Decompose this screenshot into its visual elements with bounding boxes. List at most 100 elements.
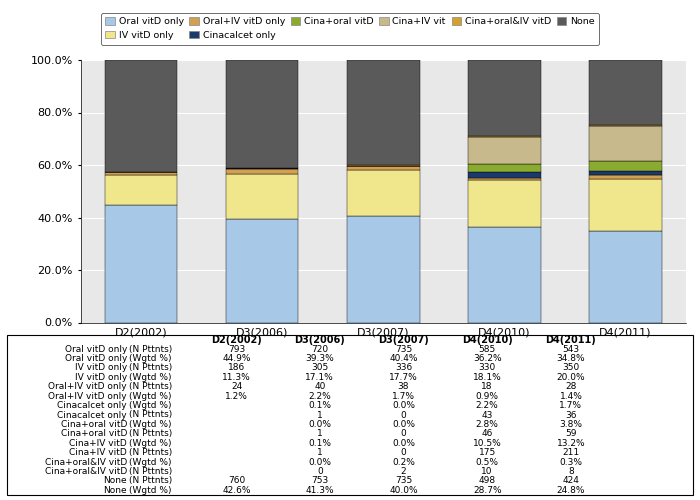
Text: (N Pttnts): (N Pttnts) (129, 364, 172, 372)
Text: D3(2006): D3(2006) (295, 334, 345, 344)
Text: 38: 38 (398, 382, 410, 392)
Text: 17.1%: 17.1% (305, 373, 334, 382)
Text: 0.0%: 0.0% (392, 438, 415, 448)
Bar (105, 204, 177, 322)
Bar (347, 165, 419, 166)
Bar (468, 172, 540, 178)
Text: 1: 1 (317, 410, 323, 420)
Bar (589, 231, 662, 322)
Bar (347, 166, 419, 170)
Text: 2.2%: 2.2% (309, 392, 331, 400)
Text: 186: 186 (228, 364, 246, 372)
Text: 1.7%: 1.7% (392, 392, 415, 400)
Bar (589, 178, 662, 231)
Text: 0.0%: 0.0% (392, 401, 415, 410)
Text: D2(2002): D2(2002) (211, 334, 262, 344)
Text: None: None (104, 486, 127, 495)
Text: Cina+oral&IV vitD: Cina+oral&IV vitD (45, 467, 127, 476)
Text: 0: 0 (400, 448, 407, 457)
Bar (589, 170, 662, 175)
Text: 40.4%: 40.4% (389, 354, 418, 363)
Bar (105, 60, 177, 172)
Text: Cina+IV vitD: Cina+IV vitD (69, 448, 127, 457)
Text: (Wgtd %): (Wgtd %) (129, 486, 172, 495)
Text: 0.5%: 0.5% (476, 458, 498, 466)
Text: 43: 43 (482, 410, 493, 420)
Text: Oral+IV vitD only: Oral+IV vitD only (48, 382, 127, 392)
Text: D3(2007): D3(2007) (378, 334, 429, 344)
Bar (589, 160, 662, 170)
Bar (347, 170, 419, 216)
Text: 424: 424 (563, 476, 580, 486)
Text: 2: 2 (400, 467, 406, 476)
Text: Cina+IV vitD: Cina+IV vitD (69, 438, 127, 448)
Text: 175: 175 (479, 448, 496, 457)
Text: 0.1%: 0.1% (308, 401, 331, 410)
Text: 350: 350 (562, 364, 580, 372)
Bar (347, 216, 419, 322)
Bar (589, 126, 662, 160)
Text: 28: 28 (565, 382, 577, 392)
Text: 0.1%: 0.1% (308, 438, 331, 448)
Text: 10: 10 (482, 467, 493, 476)
Text: 1.7%: 1.7% (559, 401, 582, 410)
Text: 0.2%: 0.2% (392, 458, 415, 466)
Bar (589, 60, 662, 125)
Text: 3.8%: 3.8% (559, 420, 582, 429)
Text: 330: 330 (479, 364, 496, 372)
Text: (Wgtd %): (Wgtd %) (129, 392, 172, 400)
Text: (Wgtd %): (Wgtd %) (129, 438, 172, 448)
Bar (347, 60, 419, 165)
Bar (589, 175, 662, 178)
Bar (226, 174, 298, 220)
Text: 336: 336 (395, 364, 412, 372)
Text: (Wgtd %): (Wgtd %) (129, 420, 172, 429)
Bar (226, 168, 298, 174)
Text: (N Pttnts): (N Pttnts) (129, 467, 172, 476)
Text: IV vitD only: IV vitD only (75, 364, 127, 372)
Text: 40.0%: 40.0% (389, 486, 418, 495)
Text: 543: 543 (562, 344, 580, 354)
Text: (Wgtd %): (Wgtd %) (129, 354, 172, 363)
Text: IV vitD only: IV vitD only (75, 373, 127, 382)
Text: D4(2011): D4(2011) (545, 334, 596, 344)
Text: 753: 753 (312, 476, 328, 486)
Text: 39.3%: 39.3% (305, 354, 334, 363)
Bar (105, 175, 177, 204)
Text: (N Pttnts): (N Pttnts) (129, 476, 172, 486)
Text: 498: 498 (479, 476, 496, 486)
Text: 18.1%: 18.1% (473, 373, 502, 382)
Text: 20.0%: 20.0% (556, 373, 585, 382)
Text: 793: 793 (228, 344, 246, 354)
Text: None: None (104, 476, 127, 486)
Text: 0: 0 (400, 410, 407, 420)
Bar (468, 178, 540, 180)
Text: 28.7%: 28.7% (473, 486, 501, 495)
Text: 8: 8 (568, 467, 574, 476)
Legend: Oral vitD only, IV vitD only, Oral+IV vitD only, Cinacalcet only, Cina+oral vitD: Oral vitD only, IV vitD only, Oral+IV vi… (101, 12, 599, 45)
Text: 59: 59 (565, 430, 577, 438)
Bar (468, 60, 540, 136)
Bar (468, 137, 540, 164)
Text: (Wgtd %): (Wgtd %) (129, 373, 172, 382)
Text: (N Pttnts): (N Pttnts) (129, 448, 172, 457)
Bar (226, 60, 298, 168)
Text: 11.3%: 11.3% (223, 373, 251, 382)
Text: 44.9%: 44.9% (223, 354, 251, 363)
Text: Cina+oral vitD: Cina+oral vitD (61, 430, 127, 438)
Text: 13.2%: 13.2% (556, 438, 585, 448)
Text: 2.8%: 2.8% (476, 420, 498, 429)
Text: Oral vitD only: Oral vitD only (64, 344, 127, 354)
Text: Oral+IV vitD only: Oral+IV vitD only (48, 392, 127, 400)
Text: 735: 735 (395, 476, 412, 486)
Text: (N Pttnts): (N Pttnts) (129, 344, 172, 354)
Bar (105, 172, 177, 175)
Bar (468, 164, 540, 172)
Text: 24: 24 (231, 382, 242, 392)
Bar (468, 180, 540, 228)
Text: (Wgtd %): (Wgtd %) (129, 401, 172, 410)
Text: 46: 46 (482, 430, 493, 438)
Text: 211: 211 (562, 448, 580, 457)
Text: (N Pttnts): (N Pttnts) (129, 410, 172, 420)
Text: 1: 1 (317, 430, 323, 438)
